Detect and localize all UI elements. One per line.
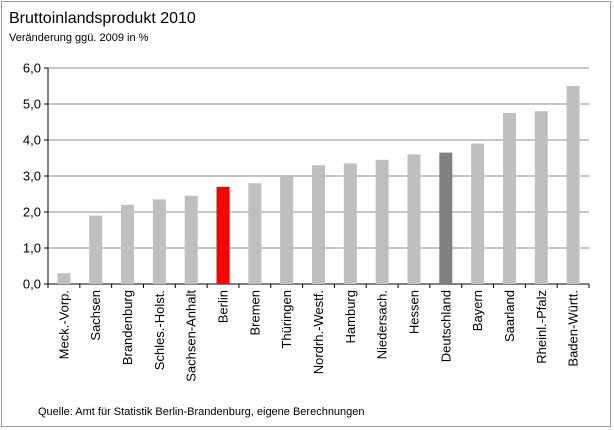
x-tick-label: Sachsen	[88, 290, 103, 341]
y-tick-label: 0,0	[23, 277, 41, 292]
x-tick-label: Schles.-Holst.	[152, 290, 167, 370]
x-tick-label: Niedersach.	[375, 290, 390, 359]
x-tick-label: Deutschland	[438, 290, 453, 362]
x-tick-label: Meck.-Vorp.	[56, 290, 71, 359]
x-tick-label: Hamburg	[343, 290, 358, 343]
y-tick-label: 2,0	[23, 205, 41, 220]
bar	[534, 111, 548, 284]
bar	[502, 113, 516, 284]
x-tick-label: Brandenburg	[120, 290, 135, 365]
x-tick-label: Bayern	[470, 290, 485, 331]
x-tick-label: Baden-Württ.	[566, 290, 581, 367]
bar	[121, 204, 135, 284]
bar	[471, 143, 485, 284]
x-tick-label: Sachsen-Anhalt	[184, 290, 199, 382]
y-tick-label: 5,0	[23, 97, 41, 112]
x-tick-label: Nordrh.-Westf.	[311, 290, 326, 374]
chart-title: Bruttoinlandsprodukt 2010	[9, 10, 196, 27]
bar	[184, 195, 198, 284]
chart-subtitle: Veränderung ggü. 2009 in %	[9, 32, 149, 44]
y-tick-label: 3,0	[23, 169, 41, 184]
bar	[216, 186, 230, 284]
y-tick-label: 4,0	[23, 133, 41, 148]
bar	[280, 176, 294, 284]
bar	[57, 273, 71, 284]
bar	[152, 199, 166, 284]
x-tick-label: Thüringen	[279, 290, 294, 349]
bar	[248, 183, 262, 284]
chart-source-note: Quelle: Amt für Statistik Berlin-Branden…	[38, 406, 365, 418]
bar	[439, 152, 453, 284]
y-tick-label: 1,0	[23, 241, 41, 256]
y-tick-label: 6,0	[23, 61, 41, 76]
x-tick-label: Berlin	[216, 290, 231, 323]
x-tick-label: Bremen	[247, 290, 262, 336]
bar	[312, 165, 325, 284]
x-tick-label: Hessen	[406, 290, 421, 334]
bar	[343, 163, 357, 284]
x-tick-label: Rheinl.-Pfalz	[534, 290, 549, 364]
bar	[407, 154, 421, 284]
x-tick-label: Saarland	[502, 290, 517, 342]
bar	[566, 86, 580, 284]
bar	[375, 159, 389, 284]
bar	[89, 215, 103, 284]
